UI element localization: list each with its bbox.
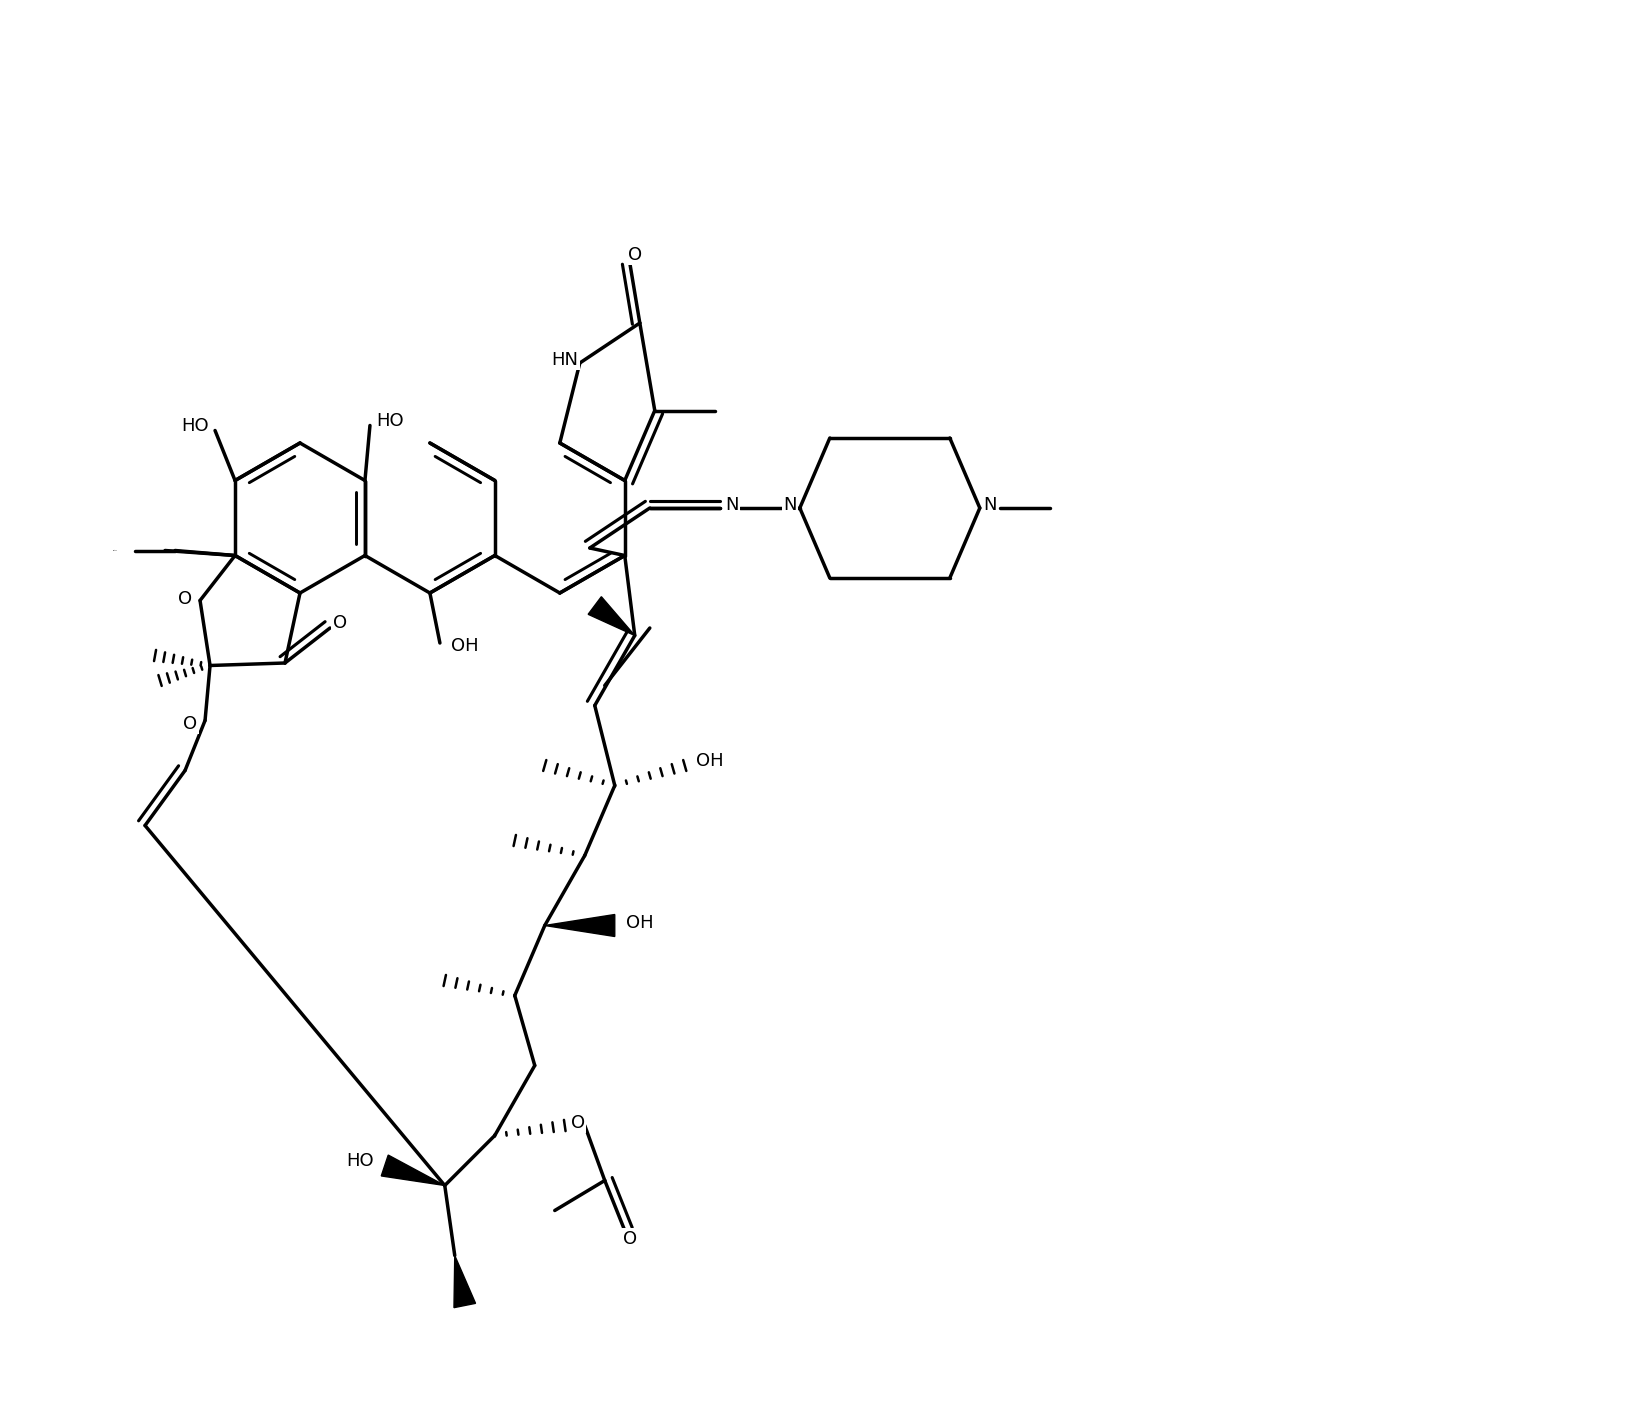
Polygon shape bbox=[589, 597, 635, 635]
Text: O: O bbox=[570, 1114, 585, 1131]
Text: HO: HO bbox=[181, 417, 209, 434]
Text: O: O bbox=[334, 614, 347, 633]
Text: N: N bbox=[783, 496, 797, 514]
Polygon shape bbox=[544, 914, 615, 937]
Text: O: O bbox=[178, 590, 192, 607]
Text: HN: HN bbox=[551, 351, 579, 368]
Polygon shape bbox=[381, 1155, 446, 1185]
Text: HO: HO bbox=[376, 411, 404, 430]
Text: OH: OH bbox=[626, 914, 654, 931]
Text: O: O bbox=[628, 246, 641, 264]
Polygon shape bbox=[454, 1255, 475, 1308]
Text: OH: OH bbox=[695, 751, 723, 770]
Text: N: N bbox=[983, 496, 996, 514]
Text: OH: OH bbox=[450, 637, 478, 655]
Text: HO: HO bbox=[345, 1151, 373, 1170]
Text: N: N bbox=[725, 496, 738, 514]
Text: O: O bbox=[182, 714, 197, 733]
Text: O: O bbox=[623, 1230, 636, 1248]
